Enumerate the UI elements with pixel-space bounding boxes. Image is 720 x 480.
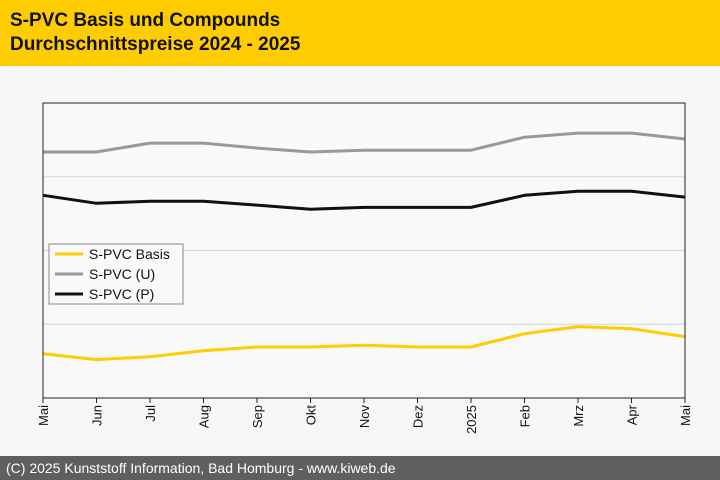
series-line [42, 325, 686, 362]
x-tick-label: Okt [304, 405, 319, 426]
x-axis-ticks: Mai Jun Jul Aug Sep Okt Nov Dez 2025 Feb Mrz Apr Mai [36, 398, 693, 434]
x-tick-label: Aug [197, 405, 212, 428]
line-chart: Mai Jun Jul Aug Sep Okt Nov Dez 2025 Feb Mrz Apr Mai… [36, 102, 693, 434]
series-line [42, 189, 686, 211]
x-tick-label: Dez [411, 405, 426, 428]
x-tick-label: Jul [143, 405, 158, 422]
legend-label: S-PVC Basis [89, 246, 170, 262]
chart-subtitle: Durchschnittspreise 2024 - 2025 [10, 34, 301, 55]
legend-label: S-PVC (P) [89, 286, 154, 302]
copyright-text: (C) 2025 Kunststoff Information, Bad Hom… [6, 460, 396, 476]
footer-bar: (C) 2025 Kunststoff Information, Bad Hom… [0, 456, 720, 480]
x-tick-label: Jun [90, 405, 105, 426]
header-banner: S-PVC Basis und Compounds Durchschnittsp… [0, 0, 720, 66]
x-tick-label: Mrz [571, 405, 586, 427]
series-lines [42, 131, 686, 362]
x-tick-label: Nov [357, 405, 372, 429]
chart-title: S-PVC Basis und Compounds [10, 10, 281, 31]
x-tick-label: Feb [518, 405, 533, 427]
x-tick-label: Apr [625, 404, 640, 425]
x-tick-label: 2025 [464, 405, 479, 434]
legend: S-PVC Basis S-PVC (U) S-PVC (P) [48, 243, 184, 305]
legend-label: S-PVC (U) [89, 266, 155, 282]
x-tick-label: Mai [36, 405, 51, 426]
x-tick-label: Sep [250, 405, 265, 428]
series-line [43, 131, 686, 154]
x-tick-label: Mai [678, 405, 693, 426]
